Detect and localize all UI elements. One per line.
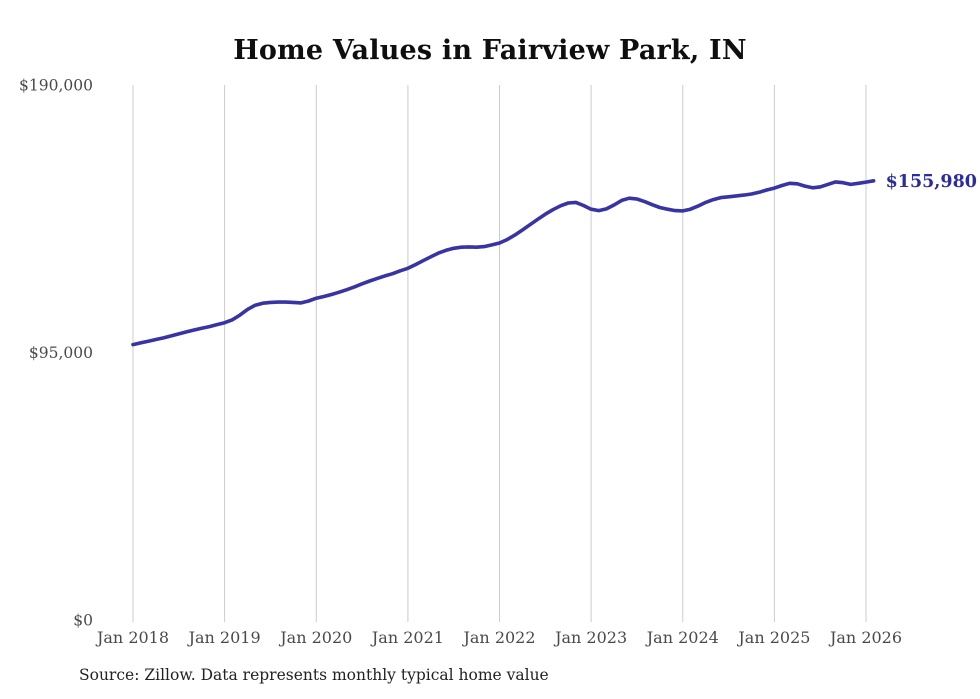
- x-axis-label: Jan 2024: [645, 628, 719, 647]
- chart-title: Home Values in Fairview Park, IN: [233, 35, 747, 66]
- y-axis-label: $190,000: [19, 77, 93, 95]
- x-axis-label: Jan 2020: [278, 628, 352, 647]
- y-axis-label: $0: [73, 612, 93, 630]
- x-axis-label: Jan 2021: [370, 628, 444, 647]
- x-axis-label: Jan 2023: [553, 628, 627, 647]
- x-axis-label: Jan 2018: [95, 628, 169, 647]
- x-axis-label: Jan 2019: [187, 628, 261, 647]
- latest-value-label: $155,980: [886, 172, 977, 192]
- y-axis-label: $95,000: [29, 344, 93, 362]
- home-value-line: [131, 179, 876, 347]
- x-axis-label: Jan 2026: [828, 628, 902, 647]
- source-note: Source: Zillow. Data represents monthly …: [79, 666, 549, 684]
- x-axis-label: Jan 2022: [461, 628, 535, 647]
- x-axis-label: Jan 2025: [736, 628, 810, 647]
